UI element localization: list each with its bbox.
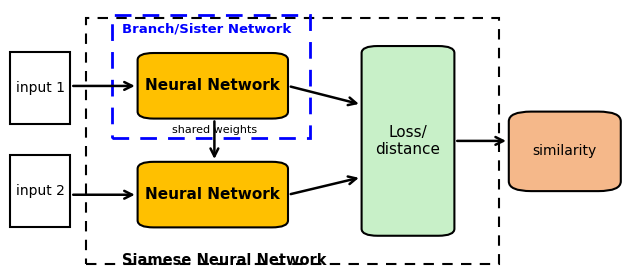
FancyBboxPatch shape	[138, 162, 288, 227]
Text: Neural Network: Neural Network	[145, 187, 280, 202]
FancyBboxPatch shape	[138, 53, 288, 119]
Text: Neural Network: Neural Network	[145, 78, 280, 93]
Text: input 2: input 2	[15, 184, 65, 198]
Text: Loss/
distance: Loss/ distance	[376, 125, 440, 157]
Text: shared weights: shared weights	[172, 125, 257, 135]
FancyBboxPatch shape	[362, 46, 454, 236]
Text: Siamese Neural Network: Siamese Neural Network	[122, 253, 326, 268]
Text: input 1: input 1	[15, 81, 65, 95]
Bar	[10, 155, 70, 227]
FancyBboxPatch shape	[509, 112, 621, 191]
Text: Branch/Sister Network: Branch/Sister Network	[122, 23, 291, 36]
Text: similarity: similarity	[532, 144, 597, 158]
Bar	[10, 52, 70, 124]
